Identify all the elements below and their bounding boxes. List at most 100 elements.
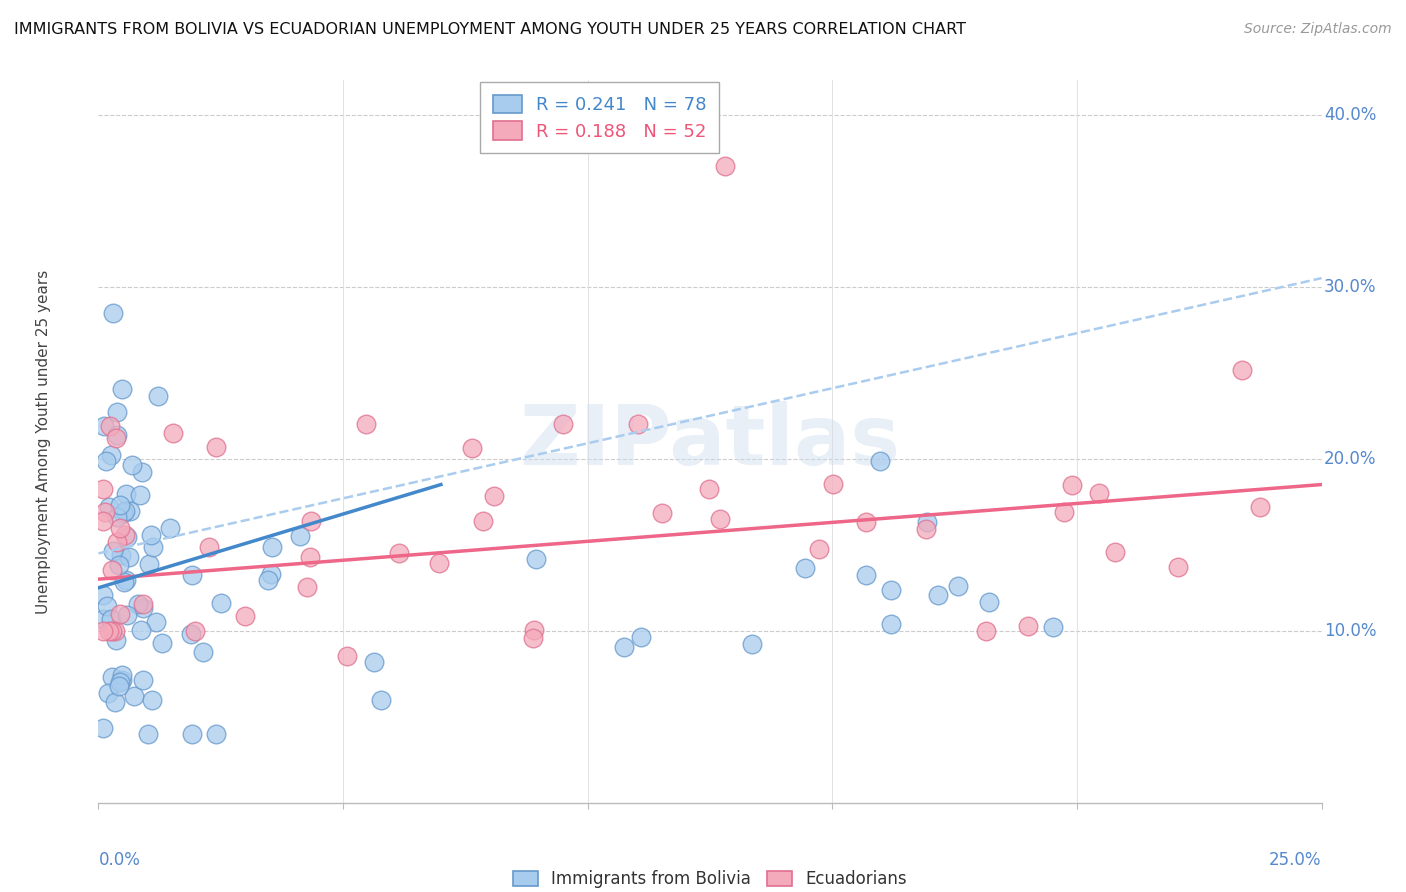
Point	[260, 540, 283, 554]
Point	[145, 615, 167, 630]
Point	[108, 498, 131, 512]
Point	[370, 692, 392, 706]
Point	[105, 633, 128, 648]
Text: 20.0%: 20.0%	[1324, 450, 1376, 467]
Point	[204, 727, 226, 741]
Point	[741, 637, 763, 651]
Point	[136, 727, 159, 741]
Point	[184, 624, 207, 638]
Point	[193, 645, 215, 659]
Point	[91, 482, 114, 496]
Point	[159, 520, 181, 534]
Point	[118, 550, 141, 565]
Point	[94, 505, 117, 519]
Point	[627, 417, 650, 432]
Point	[299, 514, 322, 528]
Point	[98, 624, 121, 638]
Text: 40.0%: 40.0%	[1324, 105, 1376, 124]
Point	[1230, 363, 1253, 377]
Text: Source: ZipAtlas.com: Source: ZipAtlas.com	[1244, 22, 1392, 37]
Point	[100, 563, 122, 577]
Point	[105, 431, 128, 445]
Point	[91, 624, 114, 638]
Point	[1249, 500, 1271, 514]
Point	[233, 609, 256, 624]
Point	[256, 573, 278, 587]
Point	[105, 510, 128, 524]
Point	[460, 441, 482, 455]
Point	[114, 504, 136, 518]
Point	[869, 454, 891, 468]
Point	[977, 595, 1000, 609]
Point	[101, 544, 124, 558]
Point	[180, 627, 202, 641]
Point	[127, 597, 149, 611]
Point	[117, 530, 139, 544]
Point	[100, 612, 122, 626]
Point	[129, 623, 152, 637]
Point	[1088, 486, 1111, 500]
Point	[97, 500, 120, 514]
Point	[823, 477, 845, 491]
Point	[298, 550, 321, 565]
Point	[112, 574, 135, 589]
Point	[132, 601, 155, 615]
Point	[105, 427, 128, 442]
Point	[101, 624, 124, 638]
Point	[131, 465, 153, 479]
Legend: Immigrants from Bolivia, Ecuadorians: Immigrants from Bolivia, Ecuadorians	[505, 862, 915, 892]
Point	[101, 305, 124, 319]
Point	[551, 417, 574, 432]
Point	[124, 689, 146, 703]
Point	[118, 504, 141, 518]
Text: ZIPatlas: ZIPatlas	[520, 401, 900, 482]
Point	[108, 558, 131, 572]
Point	[111, 673, 134, 687]
Text: 30.0%: 30.0%	[1324, 277, 1376, 296]
Point	[880, 582, 903, 597]
Point	[121, 458, 143, 473]
Point	[97, 686, 120, 700]
Point	[111, 382, 134, 396]
Point	[112, 506, 135, 520]
Point	[713, 159, 735, 173]
Point	[855, 568, 877, 582]
Text: IMMIGRANTS FROM BOLIVIA VS ECUADORIAN UNEMPLOYMENT AMONG YOUTH UNDER 25 YEARS CO: IMMIGRANTS FROM BOLIVIA VS ECUADORIAN UN…	[14, 22, 966, 37]
Point	[132, 597, 155, 611]
Point	[472, 514, 495, 528]
Point	[93, 418, 115, 433]
Point	[96, 599, 118, 613]
Point	[110, 548, 132, 562]
Point	[105, 405, 128, 419]
Point	[523, 624, 546, 638]
Point	[100, 670, 122, 684]
Point	[129, 488, 152, 502]
Point	[209, 596, 232, 610]
Point	[927, 588, 949, 602]
Point	[141, 527, 163, 541]
Point	[205, 441, 228, 455]
Point	[146, 389, 169, 403]
Point	[1053, 505, 1076, 519]
Point	[880, 617, 903, 632]
Text: Unemployment Among Youth under 25 years: Unemployment Among Youth under 25 years	[37, 269, 51, 614]
Text: 10.0%: 10.0%	[1324, 622, 1376, 640]
Point	[288, 529, 311, 543]
Point	[91, 514, 114, 528]
Point	[105, 535, 128, 549]
Point	[91, 721, 114, 735]
Point	[108, 675, 131, 690]
Point	[613, 640, 636, 654]
Point	[522, 631, 544, 645]
Point	[630, 630, 652, 644]
Point	[141, 692, 163, 706]
Point	[651, 506, 673, 520]
Point	[162, 426, 184, 441]
Point	[354, 417, 377, 432]
Point	[709, 512, 731, 526]
Point	[181, 727, 204, 741]
Point	[198, 541, 221, 555]
Point	[108, 607, 131, 622]
Point	[807, 542, 830, 557]
Point	[1167, 559, 1189, 574]
